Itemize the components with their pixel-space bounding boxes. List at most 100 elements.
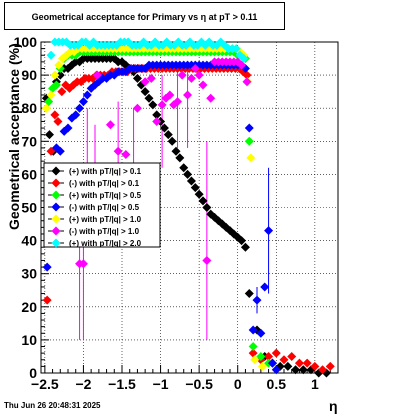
y-tick-label: 40 <box>21 233 37 249</box>
data-point <box>256 351 266 361</box>
legend-marker <box>51 166 61 176</box>
data-point <box>146 73 156 83</box>
legend-marker <box>51 178 61 188</box>
data-point <box>302 358 312 368</box>
data-point <box>256 328 266 338</box>
data-point <box>291 365 301 375</box>
data-point <box>167 136 177 146</box>
data-point <box>198 80 208 90</box>
data-point <box>252 295 262 305</box>
data-point <box>50 70 60 80</box>
data-point <box>53 116 63 126</box>
data-point <box>246 153 256 163</box>
x-axis-label: η <box>329 398 338 414</box>
data-point <box>239 54 249 64</box>
data-point <box>287 351 297 361</box>
data-point <box>325 361 335 371</box>
data-point <box>92 70 102 80</box>
x-tick-label: −1 <box>153 376 169 392</box>
y-tick-label: 100 <box>14 34 38 50</box>
x-tick-label: 0.5 <box>267 376 287 392</box>
data-point <box>257 361 267 371</box>
data-point <box>63 123 73 133</box>
data-point <box>202 203 212 212</box>
data-point <box>264 351 274 361</box>
x-tick-label: −2 <box>75 376 91 392</box>
data-point <box>163 130 173 140</box>
x-tick-label: 0 <box>234 376 242 392</box>
data-point <box>183 90 193 100</box>
legend-marker <box>51 238 61 248</box>
data-point <box>231 44 241 54</box>
data-point <box>186 73 196 83</box>
data-point <box>113 146 123 156</box>
legend-entry: (+) with pT/|q| > 0.5 <box>69 191 142 200</box>
data-point <box>244 136 254 146</box>
data-point <box>264 226 274 236</box>
x-tick-label: −0.5 <box>185 376 213 392</box>
legend-entry: (-) with pT/|q| > 0.1 <box>69 179 140 188</box>
legend-marker <box>51 214 61 224</box>
data-point <box>179 163 189 173</box>
data-point <box>237 236 247 246</box>
data-point <box>198 196 208 206</box>
y-tick-label: 30 <box>21 266 37 282</box>
y-tick-label: 80 <box>21 100 37 116</box>
data-point <box>78 97 88 107</box>
data-point <box>140 87 150 97</box>
legend-marker <box>51 190 61 200</box>
data-point <box>260 282 270 292</box>
legend-marker <box>51 202 61 212</box>
data-point <box>44 130 54 140</box>
data-point <box>42 262 52 272</box>
data-point <box>50 110 60 120</box>
data-point <box>183 169 193 179</box>
data-point <box>157 100 167 110</box>
data-point <box>55 70 65 80</box>
data-point <box>171 146 181 156</box>
data-point <box>121 67 131 77</box>
x-tick-label: 1 <box>311 376 319 392</box>
legend-entry: (+) with pT/|q| > 1.0 <box>69 215 142 224</box>
data-point <box>121 150 131 160</box>
legend-entry: (-) with pT/|q| > 1.0 <box>69 227 140 236</box>
y-axis-label: Geometrical acceptance (%) <box>6 43 22 230</box>
data-point <box>244 123 254 133</box>
legend-entry: (+) with pT/|q| > 0.1 <box>69 167 142 176</box>
data-point <box>105 120 115 130</box>
data-point <box>283 361 293 371</box>
data-point <box>42 295 52 305</box>
data-point <box>59 126 69 136</box>
legend-box <box>43 162 161 248</box>
data-point <box>78 259 88 269</box>
legend-entry: (+) with pT/|q| > 2.0 <box>69 239 142 248</box>
data-point <box>71 110 81 120</box>
y-tick-label: 20 <box>21 299 37 315</box>
data-point <box>173 97 183 107</box>
x-tick-label: −1.5 <box>108 376 136 392</box>
data-point <box>240 242 250 252</box>
data-point <box>177 70 187 80</box>
data-point <box>175 153 185 163</box>
data-point <box>46 50 56 60</box>
data-point <box>267 358 277 368</box>
data-point <box>190 63 200 73</box>
data-point <box>248 342 258 352</box>
data-point <box>318 365 328 375</box>
data-point <box>186 176 196 186</box>
data-point <box>294 358 304 368</box>
data-point <box>152 110 162 120</box>
data-point <box>152 116 162 126</box>
footer-date: Thu Jun 26 20:48:31 2025 <box>4 401 101 410</box>
data-point <box>159 123 169 133</box>
data-point <box>190 183 200 193</box>
data-point <box>140 77 150 87</box>
data-point <box>194 189 204 199</box>
data-point <box>165 90 175 100</box>
y-tick-label: 10 <box>21 332 37 348</box>
data-point <box>55 146 65 156</box>
data-point <box>250 355 260 365</box>
data-point <box>242 77 252 87</box>
data-point <box>271 365 281 375</box>
